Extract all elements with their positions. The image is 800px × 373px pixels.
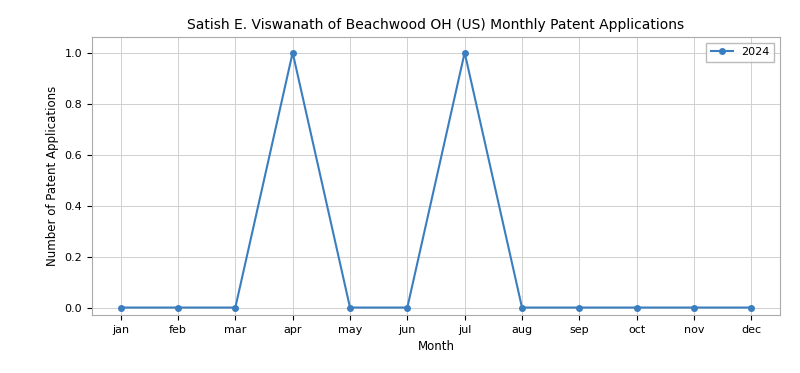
2024: [346, 305, 355, 310]
Legend: 2024: 2024: [706, 43, 774, 62]
2024: [746, 305, 756, 310]
2024: [689, 305, 698, 310]
2024: [116, 305, 126, 310]
X-axis label: Month: Month: [418, 341, 454, 354]
2024: [574, 305, 584, 310]
2024: [632, 305, 642, 310]
2024: [288, 50, 298, 55]
2024: [402, 305, 412, 310]
2024: [173, 305, 182, 310]
2024: [230, 305, 240, 310]
2024: [460, 50, 470, 55]
Line: 2024: 2024: [118, 50, 754, 310]
Title: Satish E. Viswanath of Beachwood OH (US) Monthly Patent Applications: Satish E. Viswanath of Beachwood OH (US)…: [187, 18, 685, 32]
2024: [517, 305, 526, 310]
Y-axis label: Number of Patent Applications: Number of Patent Applications: [46, 86, 59, 266]
